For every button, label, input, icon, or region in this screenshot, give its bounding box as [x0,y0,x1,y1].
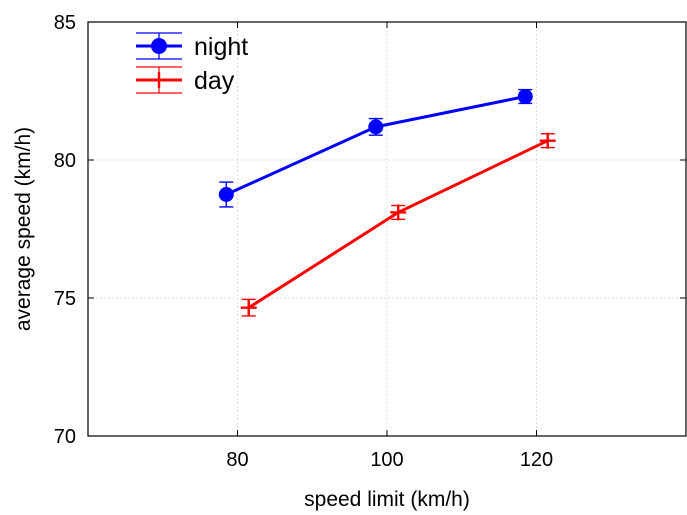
data-point-night [368,119,384,135]
y-axis-title: average speed (km/h) [12,127,35,331]
y-tick-label: 75 [54,288,76,310]
grid [88,22,686,436]
series-group [218,88,556,317]
legend-label-day: day [194,67,235,95]
x-axis-title: speed limit (km/h) [304,488,470,511]
series-line-night [225,95,526,196]
legend: night day [136,32,248,95]
data-point-night [517,89,533,105]
legend-marker [151,38,167,54]
series-line-day [247,139,549,309]
axis-ticks: 80 100 120 70 75 80 85 [54,12,686,471]
x-tick-label: 80 [226,449,248,471]
plot-area-frame [87,21,687,437]
y-tick-label: 70 [54,426,76,448]
series-night [218,88,533,208]
legend-item-day: day [136,66,235,95]
y-tick-label: 85 [54,12,76,34]
x-tick-label: 100 [370,449,403,471]
y-tick-label: 80 [54,150,76,172]
legend-label-night: night [194,33,248,61]
legend-item-night: night [136,32,248,61]
series-day [240,132,556,317]
x-tick-label: 120 [520,449,553,471]
data-point-night [218,187,234,202]
